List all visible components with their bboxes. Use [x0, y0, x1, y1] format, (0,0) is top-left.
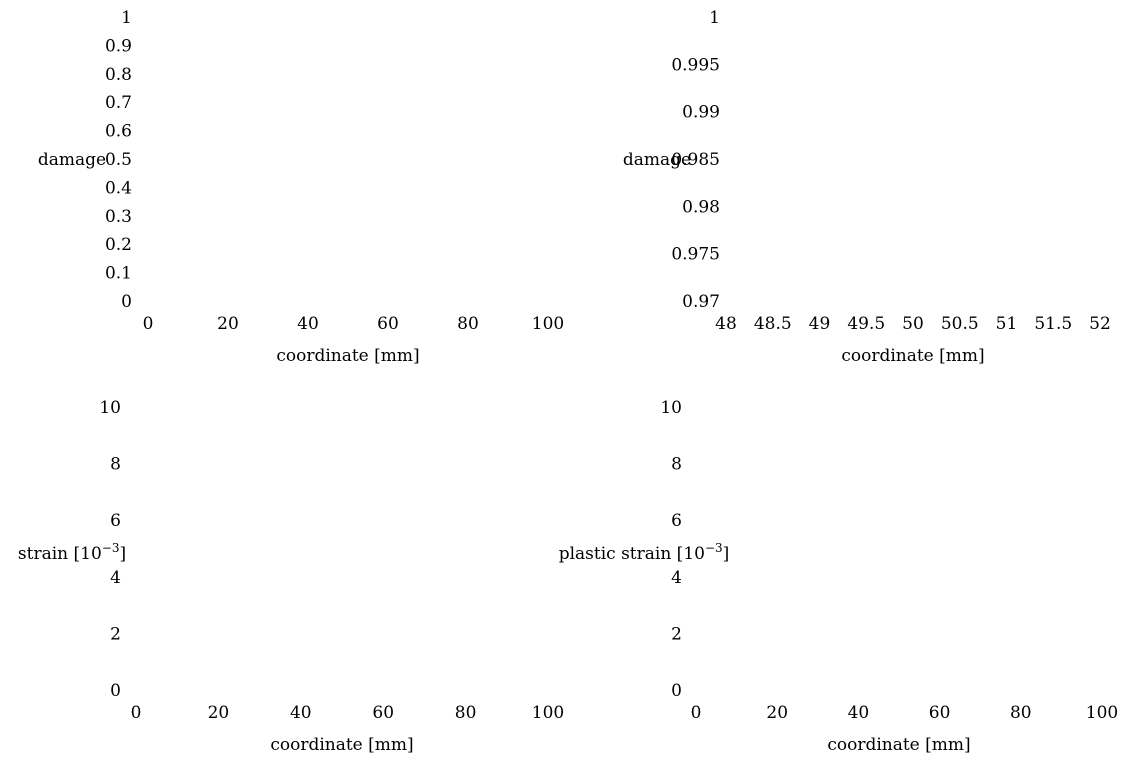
x-tick-label: 51.5	[1034, 314, 1072, 334]
y-tick-label: 0.1	[105, 264, 132, 284]
x-tick-label: 60	[372, 703, 394, 723]
x-tick-label: 0	[131, 703, 142, 723]
x-tick-label: 80	[457, 314, 479, 334]
y-axis-label: plastic strain [10−3]	[559, 541, 730, 564]
x-tick-label: 52	[1089, 314, 1111, 334]
x-tick-label: 60	[377, 314, 399, 334]
y-tick-label: 1	[709, 8, 720, 28]
y-tick-label: 8	[671, 455, 682, 475]
x-tick-label: 20	[208, 703, 230, 723]
x-tick-label: 48	[715, 314, 737, 334]
panel-damage-full: 0 0.1 0.2 0.3 0.4 0.5 0.6 0.7 0.8 0.9 1 0 20 40 60 80 10…	[38, 8, 564, 366]
y-tick-label: 10	[660, 398, 682, 418]
y-tick-label: 8	[110, 455, 121, 475]
y-tick-label: 2	[110, 624, 121, 644]
x-axis-label: coordinate [mm]	[270, 735, 413, 755]
y-tick-label: 6	[110, 511, 121, 531]
y-tick-label: 4	[110, 568, 121, 588]
x-axis-label: coordinate [mm]	[827, 735, 970, 755]
y-tick-label: 1	[121, 8, 132, 28]
y-tick-label: 0.995	[671, 55, 720, 75]
y-tick-label: 0	[110, 681, 121, 701]
x-tick-label: 60	[929, 703, 951, 723]
y-tick-label: 0.8	[105, 65, 132, 85]
y-axis-label: strain [10−3]	[18, 541, 126, 564]
panel-damage-zoom: 0.97 0.975 0.98 0.985 0.99 0.995 1 48 48.5 49 49.5…	[623, 8, 1111, 366]
y-tick-label: 0.97	[682, 292, 720, 312]
x-tick-label: 80	[455, 703, 477, 723]
y-tick-label: 4	[671, 568, 682, 588]
y-tick-label: 0	[121, 292, 132, 312]
x-tick-label: 0	[691, 703, 702, 723]
y-tick-label: 0.7	[105, 93, 132, 113]
y-tick-label: 2	[671, 624, 682, 644]
x-tick-label: 20	[766, 703, 788, 723]
x-tick-label: 49	[809, 314, 831, 334]
y-tick-label: 0.9	[105, 36, 132, 56]
x-axis-label: coordinate [mm]	[841, 346, 984, 366]
x-tick-label: 80	[1010, 703, 1032, 723]
x-tick-label: 40	[297, 314, 319, 334]
x-tick-label: 51	[996, 314, 1018, 334]
x-tick-label: 40	[848, 703, 870, 723]
y-tick-label: 6	[671, 511, 682, 531]
y-tick-label: 0.975	[671, 245, 720, 265]
x-tick-label: 48.5	[754, 314, 792, 334]
y-tick-label: 10	[99, 398, 121, 418]
y-tick-label: 0.3	[105, 207, 132, 227]
y-tick-label: 0.6	[105, 122, 132, 142]
y-tick-label: 0.4	[105, 178, 132, 198]
x-tick-label: 50	[902, 314, 924, 334]
y-tick-label: 0.99	[682, 103, 720, 123]
x-tick-label: 0	[143, 314, 154, 334]
y-axis-label: damage	[623, 150, 691, 170]
y-tick-label: 0.985	[671, 150, 720, 170]
y-tick-label: 0.98	[682, 197, 720, 217]
x-tick-label: 20	[217, 314, 239, 334]
y-tick-label: 0.5	[105, 150, 132, 170]
x-tick-label: 100	[532, 703, 564, 723]
x-axis-label: coordinate [mm]	[276, 346, 419, 366]
x-tick-label: 50.5	[941, 314, 979, 334]
x-tick-label: 40	[290, 703, 312, 723]
x-tick-label: 100	[532, 314, 564, 334]
y-axis-label: damage	[38, 150, 106, 170]
y-tick-label: 0.2	[105, 235, 132, 255]
y-tick-label: 0	[671, 681, 682, 701]
x-tick-label: 100	[1086, 703, 1118, 723]
x-tick-label: 49.5	[847, 314, 885, 334]
